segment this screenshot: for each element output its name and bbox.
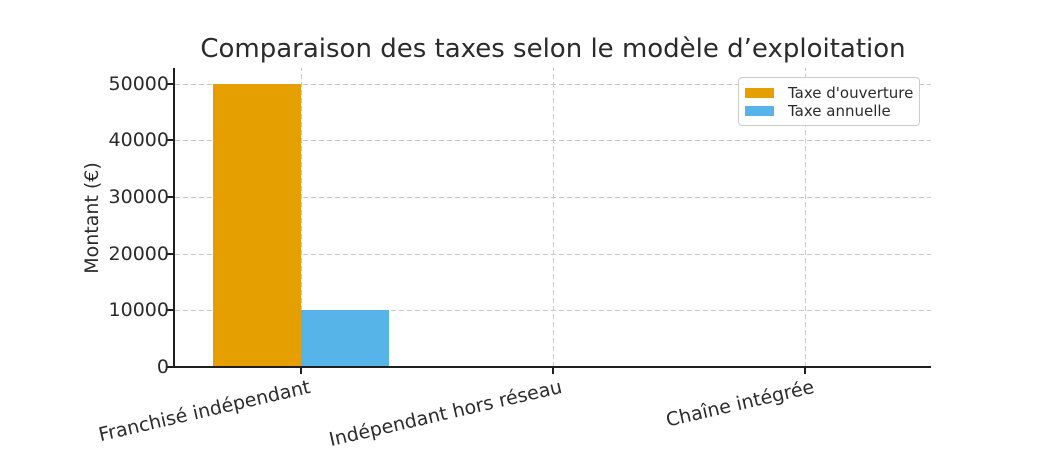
x-tick-label: Franchisé indépendant (96, 376, 312, 447)
y-tick-label: 30000 (108, 186, 169, 209)
y-axis-label: Montant (€) (81, 162, 103, 274)
x-tick-label: Chaîne intégrée (663, 376, 816, 432)
y-tick-label: 50000 (108, 72, 169, 95)
legend-item-label: Taxe d'ouverture (788, 83, 914, 102)
x-tick (804, 367, 806, 374)
legend-item: Taxe annuelle (745, 101, 911, 120)
gridline-vertical (301, 68, 302, 367)
legend-swatch-icon (745, 87, 774, 98)
y-axis-spine (173, 68, 175, 368)
legend-item-label: Taxe annuelle (788, 101, 891, 120)
y-tick-label: 40000 (108, 129, 169, 152)
x-tick (552, 367, 554, 374)
y-tick-label: 10000 (108, 299, 169, 322)
gridline-vertical (553, 68, 554, 367)
y-tick (167, 82, 174, 85)
plot-area (175, 68, 931, 367)
legend-swatch-icon (745, 105, 774, 116)
y-tick (167, 252, 174, 255)
y-tick (167, 196, 174, 199)
y-tick-label: 0 (156, 356, 169, 378)
chart-title: Comparaison des taxes selon le modèle d’… (200, 34, 906, 64)
x-tick (300, 367, 302, 374)
legend: Taxe d'ouverture Taxe annuelle (738, 77, 920, 126)
gridline-vertical (805, 68, 806, 367)
bar-taxe-annuelle-cat0 (301, 310, 389, 367)
y-tick (167, 309, 174, 312)
bar-taxe-ouverture-cat0 (213, 83, 301, 367)
y-tick (167, 366, 174, 368)
y-tick-label: 20000 (108, 242, 169, 265)
legend-item: Taxe d'ouverture (745, 83, 914, 102)
x-tick-label: Indépendant hors réseau (326, 376, 564, 451)
y-tick (167, 139, 174, 142)
